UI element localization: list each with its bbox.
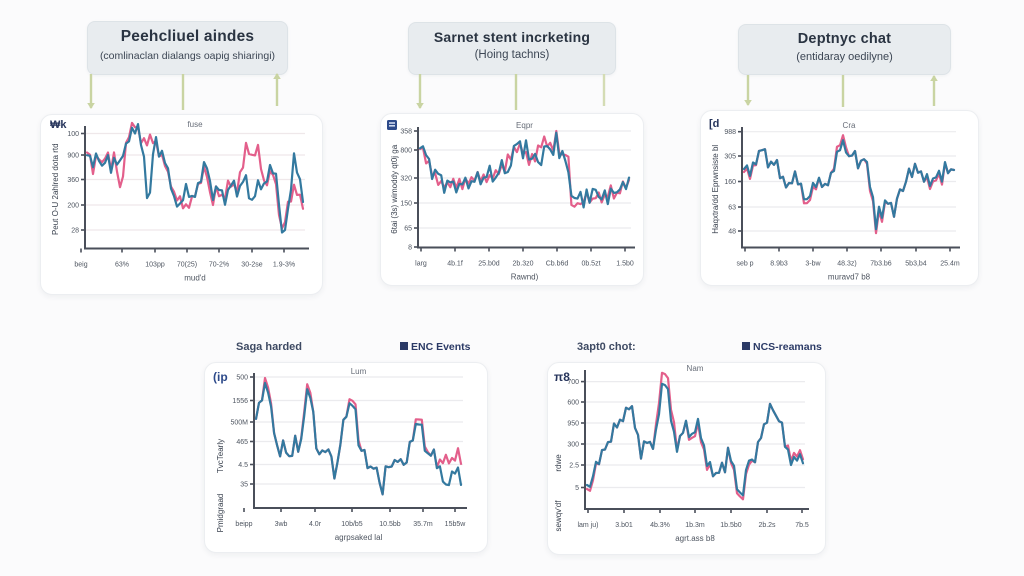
- svg-text:70(25): 70(25): [177, 262, 197, 269]
- svg-text:Cra: Cra: [843, 121, 856, 130]
- svg-text:10b/b5: 10b/b5: [341, 521, 363, 528]
- svg-text:Haqxtra/dd Eprwnsiste bl: Haqxtra/dd Eprwnsiste bl: [711, 145, 720, 234]
- svg-text:360: 360: [67, 177, 79, 184]
- svg-text:1.5b0: 1.5b0: [616, 261, 634, 268]
- svg-text:Lum: Lum: [351, 367, 367, 376]
- svg-text:Nam: Nam: [687, 364, 704, 373]
- svg-text:700: 700: [567, 379, 579, 386]
- svg-text:5: 5: [575, 485, 579, 492]
- svg-text:muravd7 b8: muravd7 b8: [828, 273, 871, 282]
- svg-text:2b.3z0: 2b.3z0: [512, 261, 533, 268]
- svg-text:4b.3%: 4b.3%: [650, 522, 670, 529]
- svg-text:30-2se: 30-2se: [241, 262, 263, 269]
- svg-text:4.5: 4.5: [238, 462, 248, 469]
- svg-text:300: 300: [567, 442, 579, 449]
- svg-text:7b.5: 7b.5: [795, 522, 809, 529]
- svg-text:900: 900: [67, 153, 79, 160]
- svg-text:988: 988: [724, 129, 736, 136]
- svg-text:Rawnd): Rawnd): [511, 273, 539, 282]
- svg-text:320: 320: [400, 176, 412, 183]
- svg-text:fuse: fuse: [187, 120, 203, 129]
- svg-text:305: 305: [724, 154, 736, 161]
- svg-text:63: 63: [728, 205, 736, 212]
- svg-text:465: 465: [236, 439, 248, 446]
- svg-text:103pp: 103pp: [145, 262, 165, 269]
- svg-text:3-bw: 3-bw: [805, 261, 821, 268]
- svg-text:28: 28: [71, 228, 79, 235]
- svg-text:π8: π8: [554, 370, 570, 384]
- svg-text:950: 950: [567, 421, 579, 428]
- svg-text:8.9b3: 8.9b3: [770, 261, 788, 268]
- svg-text:0b.5zt: 0b.5zt: [581, 261, 600, 268]
- svg-text:70-2%: 70-2%: [209, 262, 229, 269]
- svg-text:1.9-3%: 1.9-3%: [273, 262, 295, 269]
- svg-text:1b.3m: 1b.3m: [685, 522, 705, 529]
- svg-text:160: 160: [724, 179, 736, 186]
- svg-text:200: 200: [67, 203, 79, 210]
- svg-text:₩k: ₩k: [50, 119, 67, 131]
- svg-text:mud'd: mud'd: [184, 274, 206, 283]
- svg-text:Pmidgraad: Pmidgraad: [216, 494, 225, 533]
- svg-text:5b3,b4: 5b3,b4: [905, 261, 927, 268]
- svg-text:beipp: beipp: [235, 521, 252, 528]
- svg-text:7b3.b6: 7b3.b6: [870, 261, 892, 268]
- svg-text:4.0r: 4.0r: [309, 521, 322, 528]
- svg-text:500M: 500M: [230, 420, 248, 427]
- svg-text:lam ju): lam ju): [577, 522, 598, 529]
- svg-text:15b5w: 15b5w: [445, 521, 467, 528]
- svg-text:rdwe: rdwe: [554, 454, 563, 472]
- svg-text:sewqv'df: sewqv'df: [554, 500, 563, 532]
- svg-text:65: 65: [404, 226, 412, 233]
- svg-text:500: 500: [236, 375, 248, 382]
- svg-text:Eqpr: Eqpr: [516, 121, 533, 130]
- svg-text:3wb: 3wb: [275, 521, 288, 528]
- svg-text:48: 48: [728, 229, 736, 236]
- svg-text:35.7m: 35.7m: [413, 521, 433, 528]
- svg-text:1b.5b0: 1b.5b0: [720, 522, 742, 529]
- svg-text:4b.1f: 4b.1f: [447, 261, 463, 268]
- svg-text:358: 358: [400, 129, 412, 136]
- svg-text:beig: beig: [74, 262, 87, 269]
- svg-text:10.5bb: 10.5bb: [379, 521, 401, 528]
- svg-text:8: 8: [408, 245, 412, 252]
- svg-text:35: 35: [240, 482, 248, 489]
- svg-text:agrt.ass b8: agrt.ass b8: [675, 534, 715, 543]
- svg-text:2b.2s: 2b.2s: [758, 522, 776, 529]
- svg-text:6tai (3s) wimoddy qt0j ga: 6tai (3s) wimoddy qt0j ga: [390, 144, 399, 233]
- svg-text:100: 100: [67, 131, 79, 138]
- svg-text:800: 800: [400, 148, 412, 155]
- svg-text:25.b0d: 25.b0d: [478, 261, 500, 268]
- svg-text:Peut O-U 2ahlred dota rtd: Peut O-U 2ahlred dota rtd: [51, 143, 60, 235]
- svg-text:25.4m: 25.4m: [940, 261, 960, 268]
- svg-text:TvcTearly: TvcTearly: [216, 439, 225, 473]
- svg-text:seb p: seb p: [736, 261, 753, 268]
- svg-text:2.5: 2.5: [569, 463, 579, 470]
- svg-text:(ip: (ip: [213, 370, 228, 384]
- svg-text:150: 150: [400, 201, 412, 208]
- svg-text:3.b01: 3.b01: [615, 522, 633, 529]
- svg-text:1556: 1556: [232, 398, 248, 405]
- svg-text:larg: larg: [415, 261, 427, 268]
- svg-text:[d: [d: [709, 118, 719, 130]
- svg-text:48.3z): 48.3z): [837, 261, 856, 268]
- svg-text:agrpsaked lal: agrpsaked lal: [335, 533, 383, 542]
- svg-text:600: 600: [567, 400, 579, 407]
- svg-text:63%: 63%: [115, 262, 129, 269]
- svg-text:Cb.b6d: Cb.b6d: [546, 261, 569, 268]
